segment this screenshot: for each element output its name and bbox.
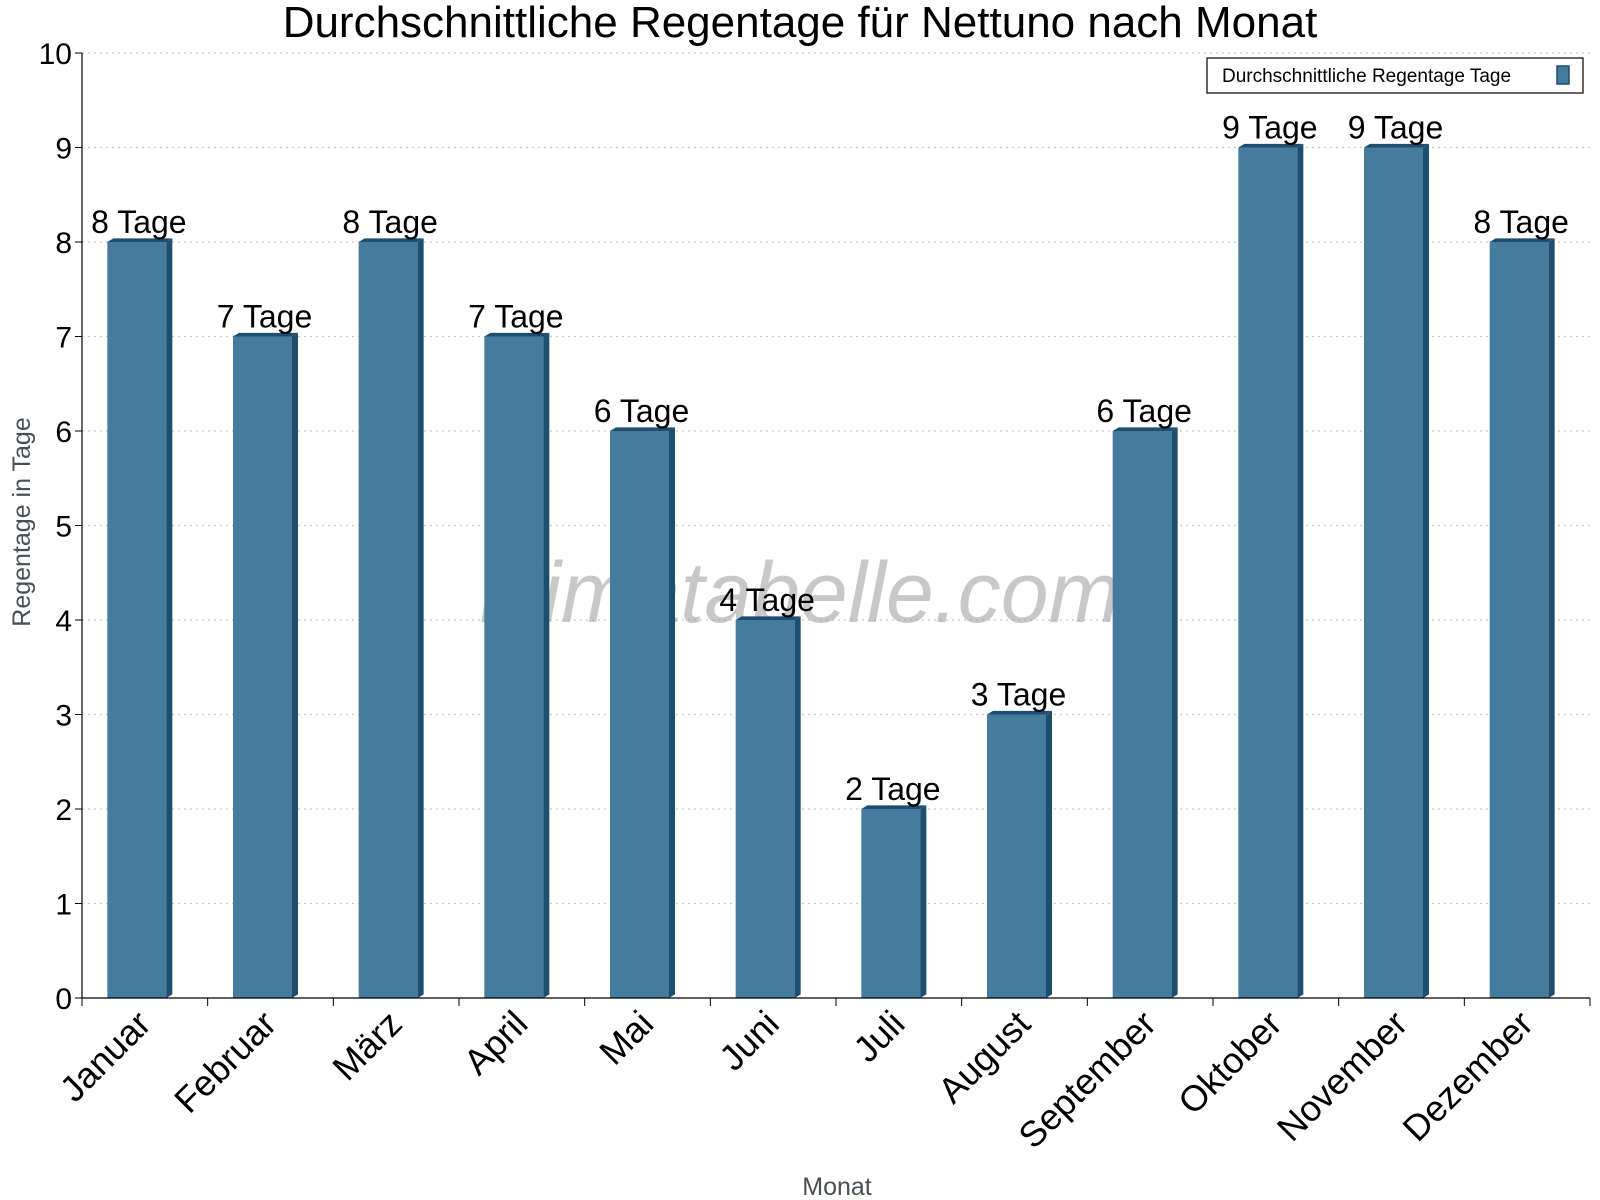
y-tick-label: 9 [55,133,72,166]
bar-top [610,427,675,431]
bar-value-label: 7 Tage [468,299,564,335]
legend-box [1206,57,1584,94]
bar-face [358,242,418,998]
data-labels: 8 Tage 7 Tage 8 Tage 7 Tage 6 Tage 4 Tage 2 Ta… [91,110,1569,808]
bar-face [1112,431,1172,998]
bar-side [292,332,298,998]
bar-value-label: 2 Tage [845,771,941,807]
bar-value-label: 7 Tage [217,299,313,335]
bars [107,143,1555,998]
y-tick-label: 10 [39,38,72,71]
bar-face [610,431,669,998]
y-tick-label: 0 [55,983,72,1016]
bar-top [233,332,298,337]
y-tick-label: 4 [55,605,72,638]
legend-swatch [1556,65,1570,85]
bar-value-label: 8 Tage [91,204,187,240]
bar-value-label: 6 Tage [594,393,690,429]
bar [610,427,675,998]
bar-face [1489,242,1549,998]
x-tick-label: Juli [845,1003,912,1070]
x-axis-ticks: Januar Februar März April Mai Juni Juli AugustS… [52,998,1591,1157]
y-tick-label: 7 [55,322,72,355]
bar-face [735,620,795,998]
bar-top [735,616,801,620]
bar-face [233,336,292,998]
bar [1238,143,1304,998]
bar [987,710,1052,998]
bar-top [1238,143,1304,148]
bar-side [166,238,173,998]
legend: Durchschnittliche Regentage Tage [1206,57,1584,94]
x-tick-label: Oktober [1170,1003,1290,1123]
bar [233,332,298,998]
bar-top [1489,238,1555,242]
y-tick-label: 5 [55,511,72,544]
bar-top [861,805,927,809]
y-axis-ticks: 0 1 2 3 4 5 6 7 8 9 10 [39,38,82,1016]
bar-side [794,616,801,998]
bar-value-label: 3 Tage [971,677,1067,713]
bar-face [1238,147,1298,998]
bar [735,616,801,998]
bar-top [107,238,173,242]
bar-value-label: 9 Tage [1348,110,1444,146]
y-tick-label: 2 [55,794,72,827]
x-tick-label: November [1269,1003,1415,1149]
bar-side [543,332,550,998]
bar-side [920,805,927,998]
bar-top [1112,427,1178,431]
y-tick-label: 6 [55,416,72,449]
y-axis-title: Regentage in Tage [8,417,36,626]
x-tick-label: Juni [711,1003,787,1079]
y-tick-label: 1 [55,889,72,922]
bar-side [1548,238,1555,998]
x-tick-label: August [930,1003,1038,1111]
bar-face [107,242,167,998]
grid-lines [82,52,1590,905]
bar-side [1046,710,1052,998]
bar-value-label: 9 Tage [1222,110,1318,146]
bar-value-label: 8 Tage [342,204,438,240]
bar [358,238,424,998]
x-axis-title: Monat [802,1173,872,1200]
bar [107,238,173,998]
x-tick-label: Januar [52,1003,159,1110]
axes [81,53,1590,999]
x-tick-label: April [456,1003,536,1083]
x-tick-label: Februar [166,1003,284,1121]
bar-top [358,238,424,242]
x-tick-label: März [324,1003,410,1089]
bar-side [417,238,424,998]
x-tick-label: Mai [591,1003,661,1073]
bar [1112,427,1178,998]
bar-side [1297,143,1304,998]
bar-face [484,336,544,998]
bar-side [669,427,675,998]
bar-face [1364,147,1423,998]
bar-top [484,332,550,337]
bar-side [1423,143,1429,998]
bar-top [1364,143,1429,148]
x-tick-label: September [1010,1003,1164,1157]
bar-face [987,714,1046,998]
bar [861,805,927,998]
bar [484,332,550,998]
y-tick-label: 3 [55,700,72,733]
bar-face [861,809,921,998]
bar [1489,238,1555,998]
y-tick-label: 8 [55,227,72,260]
bar [1364,143,1429,998]
bar-top [987,710,1052,715]
bar-side [1171,427,1178,998]
legend-label: Durchschnittliche Regentage Tage [1222,66,1511,87]
x-tick-label: Dezember [1394,1003,1540,1149]
bar-value-label: 4 Tage [719,582,815,618]
chart-title: Durchschnittliche Regentage für Nettuno … [283,0,1318,47]
bar-value-label: 8 Tage [1473,204,1569,240]
bar-value-label: 6 Tage [1096,393,1192,429]
